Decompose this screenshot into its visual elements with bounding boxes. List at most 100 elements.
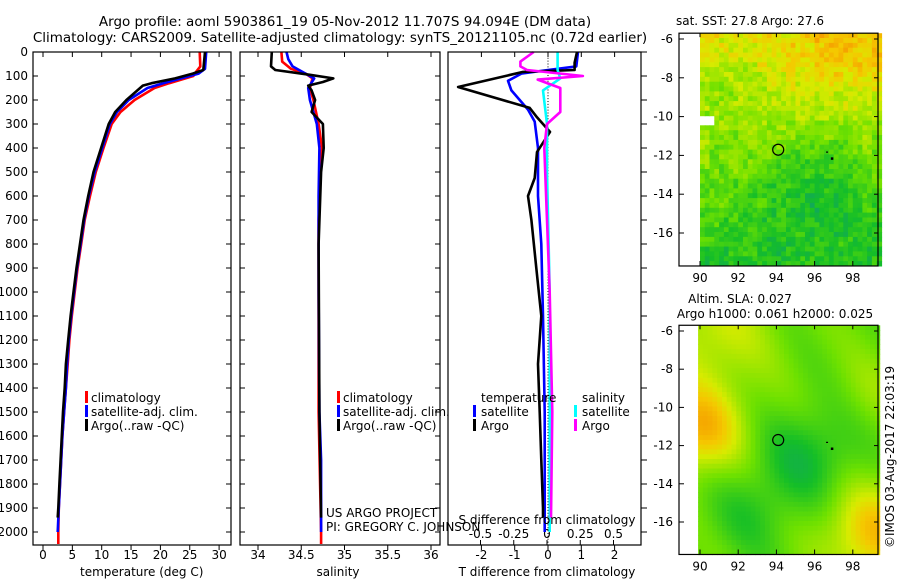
map-cell — [876, 178, 883, 185]
map-cell — [824, 101, 830, 107]
map-cell — [704, 159, 711, 165]
map-cell — [700, 91, 706, 97]
map-cell — [855, 334, 862, 341]
map-cell — [828, 101, 835, 107]
map-cell — [731, 506, 737, 513]
map-cell — [733, 256, 739, 262]
map-cell — [828, 188, 835, 194]
map-cell — [865, 511, 871, 517]
map-cell — [714, 178, 720, 185]
map-cell — [800, 91, 806, 97]
map-cell — [752, 144, 758, 151]
map-cell — [833, 193, 840, 199]
map-cell — [814, 47, 820, 54]
map-cell — [822, 540, 828, 546]
map-cell — [731, 478, 737, 484]
map-cell — [769, 339, 776, 345]
map-cell — [871, 110, 878, 117]
map-cell — [769, 459, 776, 465]
map-cell — [803, 516, 809, 522]
map-cell — [848, 207, 854, 214]
map-cell — [790, 130, 797, 136]
map-cell — [769, 334, 776, 341]
map-cell — [865, 487, 871, 493]
map-cell — [728, 164, 734, 170]
float-track-point — [830, 447, 834, 451]
map-cell — [798, 511, 804, 517]
map-cell — [736, 416, 742, 422]
map-cell — [850, 425, 857, 431]
map-cell — [784, 487, 790, 493]
map-cell — [871, 42, 878, 49]
map-cell — [700, 130, 706, 136]
map-cell — [812, 454, 819, 460]
map-cell — [817, 468, 823, 474]
map-cell — [704, 232, 711, 238]
map-cell — [707, 377, 713, 384]
map-cell — [855, 468, 862, 474]
map-cell — [757, 261, 763, 267]
map-cell — [755, 511, 761, 517]
map-cell — [876, 236, 883, 243]
map-cell — [717, 439, 723, 446]
map-cell — [776, 86, 782, 92]
map-cell — [805, 125, 811, 131]
map-cell — [871, 144, 878, 151]
map-cell — [795, 183, 801, 189]
map-cell — [800, 202, 806, 209]
map-cell — [812, 334, 819, 341]
map-cell — [795, 169, 801, 175]
map-cell — [798, 525, 804, 532]
map-cell — [850, 368, 857, 374]
map-cell — [814, 198, 820, 204]
map-cell — [852, 139, 859, 146]
map-cell — [871, 76, 878, 83]
map-cell — [709, 33, 715, 39]
map-cell — [750, 420, 756, 427]
map-cell — [745, 349, 752, 355]
map-cell — [786, 261, 792, 267]
map-cell — [723, 91, 730, 97]
map-cell — [743, 169, 749, 175]
map-cell — [788, 339, 795, 345]
map-cell — [747, 149, 754, 155]
map-cell — [709, 251, 715, 257]
map-cell — [827, 411, 833, 417]
map-cell — [795, 144, 801, 151]
map-cell — [809, 110, 816, 117]
map-cell — [738, 115, 744, 121]
map-cell — [747, 154, 754, 160]
map-cell — [745, 401, 752, 408]
map-cell — [700, 101, 706, 107]
map-cell — [850, 454, 857, 460]
map-cell — [790, 125, 797, 131]
map-cell — [833, 91, 840, 97]
map-cell — [726, 339, 733, 345]
map-cell — [836, 444, 842, 450]
map-cell — [707, 358, 713, 365]
map-cell — [733, 261, 739, 267]
map-cell — [784, 535, 790, 541]
map-cell — [709, 178, 715, 185]
map-cell — [769, 444, 776, 450]
map-cell — [731, 325, 737, 331]
map-cell — [860, 487, 866, 493]
map-cell — [769, 501, 776, 508]
map-cell — [855, 454, 862, 460]
map-cell — [822, 487, 828, 493]
map-cell — [743, 42, 749, 49]
map-cell — [803, 406, 809, 412]
map-cell — [828, 202, 835, 209]
map-cell — [828, 251, 835, 257]
map-cell — [757, 251, 763, 257]
map-cell — [850, 468, 857, 474]
map-cell — [819, 86, 825, 92]
map-cell — [702, 521, 709, 527]
map-cell — [865, 473, 871, 479]
map-cell — [747, 202, 754, 209]
map-cell — [774, 511, 780, 517]
map-cell — [698, 339, 704, 345]
map-cell — [700, 33, 706, 39]
map-cell — [833, 236, 840, 243]
map-cell — [838, 130, 844, 136]
